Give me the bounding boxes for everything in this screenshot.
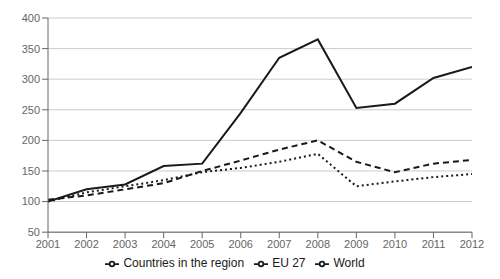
svg-text:2010: 2010 xyxy=(383,238,407,250)
svg-text:150: 150 xyxy=(22,165,40,177)
svg-text:2009: 2009 xyxy=(344,238,368,250)
svg-text:100: 100 xyxy=(22,195,40,207)
svg-text:200: 200 xyxy=(22,134,40,146)
svg-text:2003: 2003 xyxy=(113,238,137,250)
svg-text:50: 50 xyxy=(28,226,40,238)
html-text:Countries in the region: Countries in the region xyxy=(123,256,245,271)
svg-text:2008: 2008 xyxy=(306,238,330,250)
svg-text:2007: 2007 xyxy=(267,238,291,250)
svg-text:2001: 2001 xyxy=(36,238,60,250)
svg-text:2011: 2011 xyxy=(422,238,446,250)
svg-text:2004: 2004 xyxy=(151,238,175,250)
svg-text:350: 350 xyxy=(22,43,40,55)
svg-text:250: 250 xyxy=(22,104,40,116)
svg-text:2012: 2012 xyxy=(460,238,484,250)
svg-text:400: 400 xyxy=(22,12,40,24)
svg-text:300: 300 xyxy=(22,73,40,85)
svg-text:2006: 2006 xyxy=(228,238,252,250)
svg-text:2005: 2005 xyxy=(190,238,214,250)
html-text:EU 27: EU 27 xyxy=(272,256,306,271)
html-text:World: World xyxy=(333,256,365,271)
svg-text:2002: 2002 xyxy=(74,238,98,250)
